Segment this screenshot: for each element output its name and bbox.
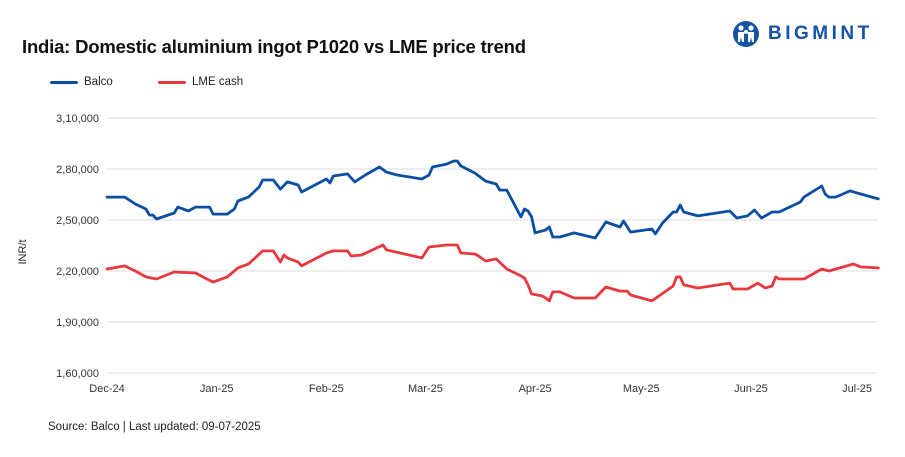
x-tick-label: Feb-25	[309, 383, 344, 395]
series-line-lme-cash	[105, 243, 880, 303]
y-tick-label: 3,10,000	[56, 113, 99, 125]
legend-label-balco: Balco	[84, 76, 113, 88]
x-tick-label: Apr-25	[519, 383, 552, 395]
y-tick-label: 2,50,000	[56, 215, 99, 227]
bigmint-logo: BIGMINT	[732, 20, 873, 48]
x-tick-label: Jan-25	[200, 383, 234, 395]
x-tick-label: Jul-25	[842, 383, 872, 395]
legend-item-lme: LME cash	[158, 76, 243, 88]
legend-label-lme: LME cash	[192, 76, 244, 88]
bigmint-logo-icon	[733, 21, 759, 47]
y-tick-label: 2,80,000	[56, 164, 99, 176]
logo-text: BIGMINT	[768, 23, 873, 44]
x-tick-label: May-25	[623, 383, 660, 395]
x-tick-label: Mar-25	[408, 383, 443, 395]
y-axis-label: INR/t	[17, 239, 29, 264]
y-tick-label: 2,20,000	[56, 266, 99, 278]
source-note: Source: Balco | Last updated: 09-07-2025	[48, 421, 261, 433]
legend-item-balco: Balco	[50, 76, 113, 88]
x-tick-label: Dec-24	[89, 383, 124, 395]
chart-title: India: Domestic aluminium ingot P1020 vs…	[22, 36, 526, 57]
legend-swatch-balco	[50, 80, 78, 84]
x-tick-label: Jun-25	[734, 383, 768, 395]
series-line-balco	[105, 159, 880, 240]
legend-swatch-lme	[158, 80, 186, 84]
y-tick-label: 1,60,000	[56, 368, 99, 380]
y-tick-label: 1,90,000	[56, 317, 99, 329]
